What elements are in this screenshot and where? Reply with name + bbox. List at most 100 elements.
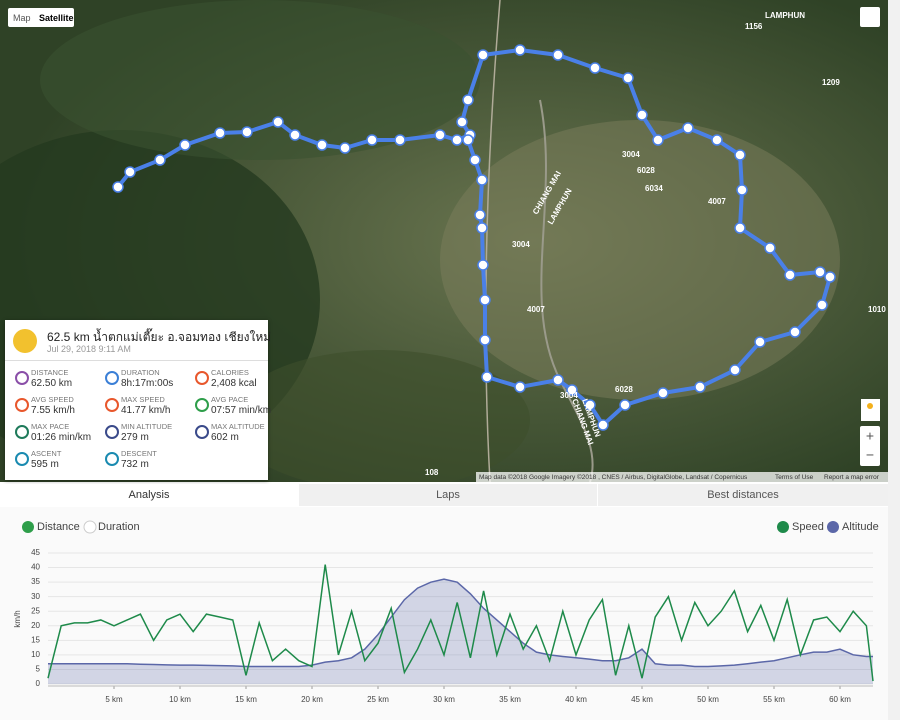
stat-label: MAX ALTITUDE <box>211 422 265 431</box>
tab[interactable]: Analysis <box>0 484 298 506</box>
km-marker <box>597 419 609 431</box>
stat-value: 732 m <box>121 459 149 470</box>
km-marker <box>339 142 351 154</box>
y-tick-label: 5 <box>36 665 41 674</box>
stat-label: MAX PACE <box>31 422 70 431</box>
km-marker <box>154 154 166 166</box>
x-tick-label: 50 km <box>697 695 719 704</box>
stat-value: 279 m <box>121 432 149 443</box>
map-mode-button[interactable]: Satellite <box>39 13 74 23</box>
zoom-out[interactable]: − <box>866 447 874 463</box>
km-marker <box>584 399 596 411</box>
mode-check[interactable] <box>83 520 97 534</box>
stat: ASCENT 595 m <box>13 449 98 475</box>
stat-icon <box>105 398 119 412</box>
y-tick-label: 30 <box>31 592 40 601</box>
km-marker <box>652 134 664 146</box>
km-marker <box>289 129 301 141</box>
stat-label: DURATION <box>121 368 160 377</box>
legend-label[interactable]: Speed <box>792 521 824 533</box>
km-marker <box>462 134 474 146</box>
map-mode-button[interactable]: Map <box>13 13 31 23</box>
attribution: Map data ©2018 Google Imagery ©2018 , CN… <box>479 473 748 481</box>
tab[interactable]: Best distances <box>598 484 888 506</box>
tab[interactable]: Laps <box>299 484 597 506</box>
pegman <box>867 403 873 409</box>
km-marker <box>214 127 226 139</box>
map-label: 6028 <box>615 385 633 394</box>
km-marker <box>477 49 489 61</box>
km-marker <box>622 72 634 84</box>
stat-label: AVG SPEED <box>31 395 74 404</box>
street-view[interactable] <box>861 399 880 421</box>
map-label: 108 <box>425 468 439 477</box>
stat-value: 07:57 min/km <box>211 405 272 416</box>
y-tick-label: 25 <box>31 606 40 615</box>
stat-label: ASCENT <box>31 449 62 458</box>
stat-icon <box>105 425 119 439</box>
stat-value: 01:26 min/km <box>31 432 92 443</box>
km-marker <box>112 181 124 193</box>
stat-icon <box>15 371 29 385</box>
map-label: 1010 <box>868 305 886 314</box>
km-marker <box>476 222 488 234</box>
map-label: 4007 <box>527 305 545 314</box>
km-marker <box>657 387 669 399</box>
line <box>47 564 874 682</box>
x-tick-label: 55 km <box>763 695 785 704</box>
legend-check[interactable] <box>777 521 789 533</box>
stat: AVG PACE 07:57 min/km <box>193 395 278 421</box>
stat: DISTANCE 62.50 km <box>13 368 98 394</box>
area <box>48 579 873 684</box>
stat-icon <box>15 452 29 466</box>
y-tick-label: 45 <box>31 548 40 557</box>
legend-check[interactable] <box>827 521 839 533</box>
legend-label[interactable]: Altitude <box>842 521 879 533</box>
km-marker <box>514 44 526 56</box>
stat: CALORIES 2,408 kcal <box>193 368 278 394</box>
km-marker <box>462 94 474 106</box>
km-marker <box>814 266 826 278</box>
map-label: 1156 <box>745 22 763 31</box>
scrollbar[interactable] <box>888 0 900 720</box>
x-tick-label: 45 km <box>631 695 653 704</box>
stat-icon <box>195 425 209 439</box>
y-tick-label: 0 <box>36 679 41 688</box>
km-marker <box>479 294 491 306</box>
mode-check[interactable] <box>22 521 34 533</box>
stat-value: 7.55 km/h <box>31 405 75 416</box>
x-tick-label: 20 km <box>301 695 323 704</box>
km-marker <box>451 134 463 146</box>
chart: Distance Duration km/h 0 5 10 15 20 25 30 35 40 4… <box>0 507 888 720</box>
x-tick-label: 25 km <box>367 695 389 704</box>
stat-value: 8h:17m:00s <box>121 378 174 389</box>
zoom-control <box>860 426 880 466</box>
stat-icon <box>15 398 29 412</box>
km-marker <box>619 399 631 411</box>
km-marker <box>552 374 564 386</box>
map-type-control <box>8 8 74 27</box>
x-tick-label: 5 km <box>105 695 123 704</box>
stat-label: MAX SPEED <box>121 395 165 404</box>
terms-link[interactable]: Terms of Use <box>775 474 814 481</box>
stat-label: DESCENT <box>121 449 157 458</box>
x-mode[interactable]: Duration <box>98 521 140 533</box>
fullscreen-button[interactable] <box>860 7 880 27</box>
zoom-in[interactable]: + <box>866 428 874 444</box>
y-tick-label: 35 <box>31 577 40 586</box>
x-tick-label: 15 km <box>235 695 257 704</box>
x-mode[interactable]: Distance <box>37 521 80 533</box>
km-marker <box>694 381 706 393</box>
km-marker <box>479 334 491 346</box>
km-marker <box>589 62 601 74</box>
km-marker <box>711 134 723 146</box>
km-marker <box>736 184 748 196</box>
x-tick-label: 10 km <box>169 695 191 704</box>
km-marker <box>394 134 406 146</box>
map-label: 4007 <box>708 197 726 206</box>
stat-icon <box>105 452 119 466</box>
km-marker <box>366 134 378 146</box>
report-link[interactable]: Report a map error <box>824 474 880 481</box>
km-marker <box>816 299 828 311</box>
km-marker <box>734 149 746 161</box>
